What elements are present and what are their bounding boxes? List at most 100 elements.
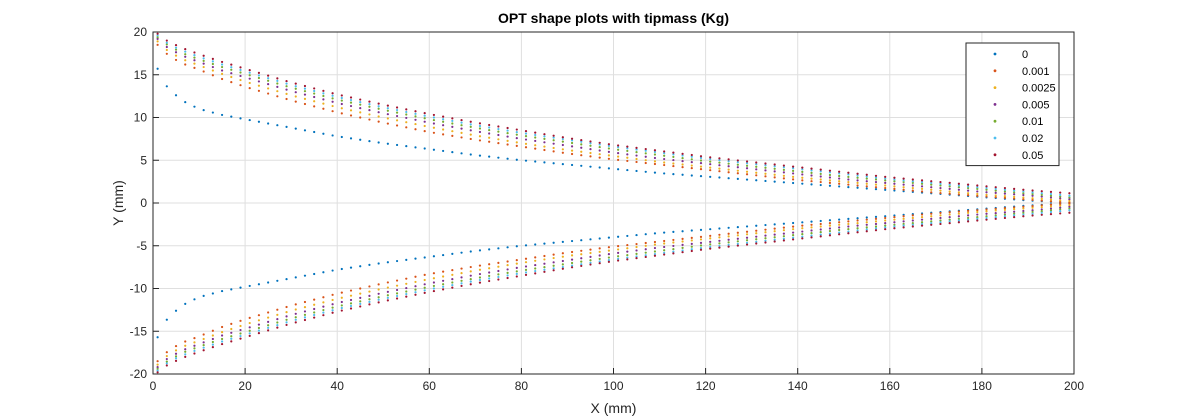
data-point <box>322 94 325 98</box>
data-point <box>884 184 887 187</box>
data-point <box>552 264 555 267</box>
data-point <box>552 134 555 137</box>
data-point <box>626 258 629 261</box>
data-point <box>423 286 426 289</box>
data-point <box>451 151 454 154</box>
data-point <box>580 264 583 268</box>
data-point <box>552 139 555 142</box>
data-point <box>174 94 178 97</box>
data-point <box>386 299 389 302</box>
data-point <box>589 142 592 145</box>
data-point <box>801 166 804 169</box>
data-point <box>976 217 979 220</box>
data-point <box>497 142 500 145</box>
data-point <box>1013 187 1016 190</box>
data-point <box>828 234 832 237</box>
data-point <box>313 311 316 314</box>
data-point <box>672 250 675 253</box>
data-point <box>782 229 785 232</box>
data-point <box>534 131 537 134</box>
data-point <box>368 139 371 143</box>
data-point <box>423 278 426 282</box>
data-point <box>211 337 214 341</box>
data-point <box>156 37 159 40</box>
data-point <box>745 164 749 167</box>
data-point <box>377 262 380 265</box>
data-point <box>276 323 279 327</box>
data-point <box>607 256 610 259</box>
data-point <box>865 221 868 224</box>
data-point <box>856 181 859 185</box>
data-point <box>653 252 657 256</box>
data-point <box>939 219 942 222</box>
data-point <box>359 265 362 268</box>
data-point <box>377 292 380 295</box>
data-point <box>478 278 482 282</box>
data-point <box>874 176 878 179</box>
data-point <box>524 273 528 277</box>
data-point <box>524 271 528 274</box>
data-point <box>847 217 850 221</box>
data-point <box>442 124 445 127</box>
data-point <box>368 100 371 103</box>
data-point <box>589 248 592 251</box>
data-point <box>930 180 933 183</box>
data-point <box>1049 213 1053 216</box>
data-point <box>506 246 509 249</box>
data-point <box>349 298 353 302</box>
data-point <box>672 244 675 248</box>
data-point <box>340 267 343 271</box>
data-point <box>423 283 426 286</box>
data-point <box>478 276 482 279</box>
data-point <box>267 281 270 284</box>
data-point <box>663 172 666 175</box>
data-point <box>617 155 620 158</box>
data-point <box>1003 188 1007 191</box>
data-point <box>847 171 850 174</box>
data-point <box>469 120 472 123</box>
data-point <box>1068 192 1071 195</box>
data-point <box>368 103 371 106</box>
data-point <box>570 145 574 148</box>
data-point <box>377 283 380 286</box>
legend-marker <box>993 153 997 157</box>
data-point <box>598 153 601 156</box>
data-point <box>635 249 638 252</box>
data-point <box>911 216 914 220</box>
data-point <box>322 314 325 317</box>
data-point <box>884 177 887 180</box>
data-point <box>791 225 795 228</box>
data-point <box>220 63 224 66</box>
series-0 <box>156 67 1071 339</box>
data-point <box>672 247 675 251</box>
data-point <box>865 182 868 185</box>
data-point <box>349 98 353 102</box>
data-point <box>506 157 509 160</box>
data-point <box>202 59 205 62</box>
data-point <box>156 360 159 363</box>
data-point <box>810 231 813 235</box>
data-point <box>488 140 491 143</box>
data-point <box>211 74 214 77</box>
data-point <box>617 255 620 258</box>
data-point <box>524 268 528 271</box>
data-point <box>359 103 362 106</box>
data-point <box>184 355 187 358</box>
data-point <box>267 311 270 314</box>
data-point <box>294 303 297 306</box>
data-point <box>948 211 951 214</box>
data-point <box>819 178 822 181</box>
data-point <box>939 191 942 195</box>
data-point <box>1003 208 1007 211</box>
data-point <box>1040 208 1043 211</box>
data-point <box>248 71 251 74</box>
data-point <box>994 189 997 192</box>
data-point <box>911 180 914 183</box>
data-point <box>267 326 270 329</box>
data-point <box>699 248 703 251</box>
data-point <box>1040 213 1043 216</box>
data-point <box>653 160 657 163</box>
data-point <box>414 110 417 113</box>
data-point <box>432 118 436 122</box>
data-point <box>635 148 638 151</box>
